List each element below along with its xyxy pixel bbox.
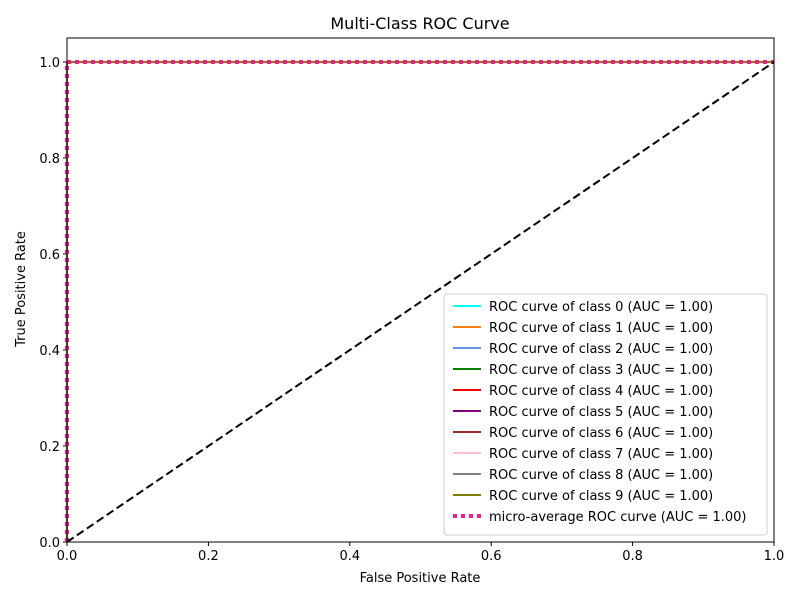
x-tick-label: 1.0 [764,549,785,564]
legend-box [443,293,768,536]
legend-entry-label: ROC curve of class 5 (AUC = 1.00) [489,405,713,420]
legend-entry-label: ROC curve of class 4 (AUC = 1.00) [489,384,713,399]
legend-entry-label: ROC curve of class 7 (AUC = 1.00) [489,447,713,462]
y-tick-label: 0.0 [39,536,60,551]
y-tick-label: 1.0 [39,56,60,71]
legend-entry-label: ROC curve of class 3 (AUC = 1.00) [489,363,713,378]
axis-ticks: 0.0 0.2 0.4 0.6 0.8 1.0 0.0 0.2 0.4 0.6 0.8 1.0 [39,56,784,564]
x-tick-label: 0.4 [339,549,360,564]
y-tick-label: 0.6 [39,248,60,263]
legend-entry-label: ROC curve of class 9 (AUC = 1.00) [489,489,713,504]
x-axis-label: False Positive Rate [360,571,481,586]
legend-entry-label: ROC curve of class 1 (AUC = 1.00) [489,321,713,336]
chart-title: Multi-Class ROC Curve [330,14,509,33]
legend-entry-label: micro-average ROC curve (AUC = 1.00) [489,510,746,525]
chance-diagonal-line [66,61,775,543]
y-tick-label: 0.4 [39,344,60,359]
x-tick-label: 0.6 [481,549,502,564]
axes-frame [66,37,775,543]
legend: ROC curve of class 0 (AUC = 1.00) ROC cur… [443,293,768,536]
y-tick-label: 0.2 [39,440,60,455]
y-axis-label: True Positive Rate [14,231,29,348]
legend-entry-label: ROC curve of class 6 (AUC = 1.00) [489,426,713,441]
x-tick-label: 0.2 [198,549,219,564]
y-tick-label: 0.8 [39,152,60,167]
x-tick-label: 0.0 [57,549,78,564]
legend-entry-label: ROC curve of class 8 (AUC = 1.00) [489,468,713,483]
legend-entry-label: ROC curve of class 2 (AUC = 1.00) [489,342,713,357]
legend-entry-label: ROC curve of class 0 (AUC = 1.00) [489,300,713,315]
x-tick-label: 0.8 [622,549,643,564]
